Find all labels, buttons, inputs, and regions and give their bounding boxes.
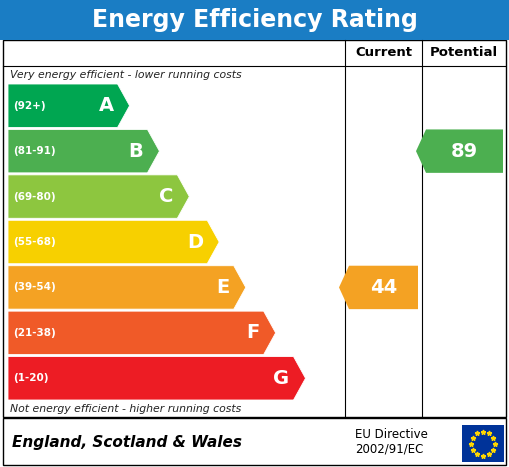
Text: A: A xyxy=(98,96,114,115)
Bar xyxy=(462,425,504,462)
Polygon shape xyxy=(8,266,246,309)
Text: C: C xyxy=(159,187,174,206)
Text: (81-91): (81-91) xyxy=(13,146,55,156)
Text: (92+): (92+) xyxy=(13,101,46,111)
Text: England, Scotland & Wales: England, Scotland & Wales xyxy=(12,434,242,450)
Bar xyxy=(0,0,509,40)
Text: (21-38): (21-38) xyxy=(13,328,56,338)
Polygon shape xyxy=(8,357,305,400)
Text: (69-80): (69-80) xyxy=(13,191,55,202)
Polygon shape xyxy=(8,129,159,173)
Text: EU Directive: EU Directive xyxy=(355,427,428,440)
Text: 2002/91/EC: 2002/91/EC xyxy=(355,443,423,455)
Text: Very energy efficient - lower running costs: Very energy efficient - lower running co… xyxy=(10,70,242,79)
Text: D: D xyxy=(187,233,203,252)
Polygon shape xyxy=(339,266,418,309)
Text: G: G xyxy=(273,369,290,388)
Text: E: E xyxy=(216,278,230,297)
Text: (39-54): (39-54) xyxy=(13,283,56,292)
Bar xyxy=(3,418,506,465)
Polygon shape xyxy=(416,129,503,173)
Polygon shape xyxy=(8,220,219,264)
Text: Potential: Potential xyxy=(430,47,498,59)
Text: 89: 89 xyxy=(451,142,478,161)
Text: Not energy efficient - higher running costs: Not energy efficient - higher running co… xyxy=(10,404,241,414)
Polygon shape xyxy=(8,311,276,354)
Text: F: F xyxy=(246,323,260,342)
Polygon shape xyxy=(8,175,189,218)
Text: 44: 44 xyxy=(370,278,397,297)
Bar xyxy=(3,40,506,417)
Text: Current: Current xyxy=(355,47,412,59)
Text: Energy Efficiency Rating: Energy Efficiency Rating xyxy=(92,8,417,32)
Text: (1-20): (1-20) xyxy=(13,373,48,383)
Polygon shape xyxy=(8,84,130,127)
Text: B: B xyxy=(129,142,144,161)
Text: (55-68): (55-68) xyxy=(13,237,56,247)
